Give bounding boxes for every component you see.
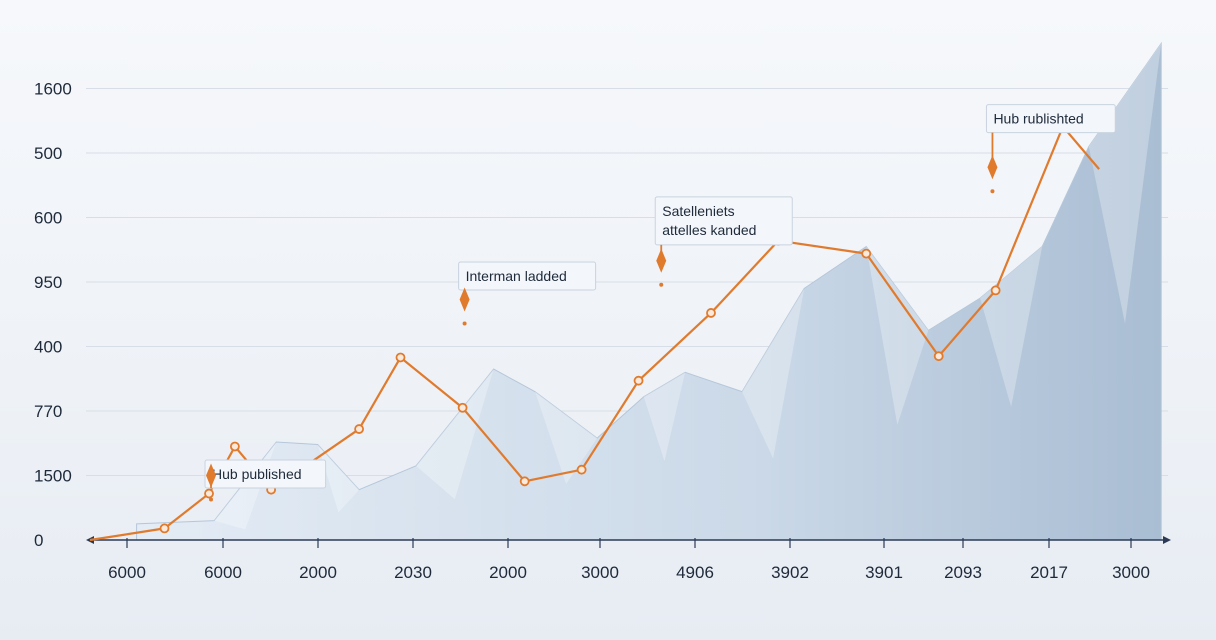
data-point: [706, 308, 716, 318]
terrain-facet: [1088, 43, 1162, 324]
terrain-facet: [416, 369, 494, 500]
terrain-area-layer: [136, 41, 1162, 541]
series-layer: [89, 121, 1100, 542]
annotation-marker: [987, 155, 998, 180]
x-tick-label: 6000: [204, 563, 242, 582]
annotations: Hub published Interman ladded Satelleniets…: [204, 104, 1116, 502]
annotation-text: Hub rublishted: [993, 111, 1083, 127]
terrain-facet: [866, 246, 929, 425]
x-tick-label: 3901: [865, 563, 903, 582]
x-tick-label: 3902: [771, 563, 809, 582]
data-point: [990, 285, 1001, 296]
annotation-text: attelles kanded: [662, 222, 756, 238]
data-point: [457, 402, 468, 413]
terrain-facet: [535, 391, 598, 484]
y-tick-label: 770: [34, 402, 62, 421]
annotation: Hub published: [204, 459, 327, 502]
x-tick-label: 6000: [108, 563, 146, 582]
annotation-dot: [209, 497, 214, 502]
annotation: Interman ladded: [458, 261, 597, 326]
x-tick-label: 2030: [394, 563, 432, 582]
annotation-marker: [656, 248, 667, 273]
y-tick-label: 600: [34, 209, 62, 228]
annotation: Hub rublishted: [985, 104, 1116, 194]
y-tick-label: 500: [34, 144, 62, 163]
terrain-facet: [643, 372, 686, 462]
annotation-box: [458, 261, 597, 291]
terrain-facet: [742, 288, 805, 459]
data-point: [204, 488, 214, 499]
annotation-box: [985, 104, 1116, 134]
y-tick-label: 950: [34, 273, 62, 292]
x-tick-label: 2000: [299, 563, 337, 582]
y-axis-ticks: 1600 500 600 950 400 770 1500 0: [34, 80, 72, 551]
terrain-facet: [317, 444, 360, 513]
x-axis-ticks: 6000 6000 2000 2030 2000 3000 4906 3902 3901 2093…: [108, 538, 1150, 582]
annotation: Satelleniets attelles kanded: [654, 196, 793, 287]
x-tick-label: 3000: [1112, 563, 1150, 582]
x-tick-label: 2017: [1030, 563, 1068, 582]
data-point: [229, 441, 240, 452]
x-tick-label: 4906: [676, 563, 714, 582]
x-tick-label: 2093: [944, 563, 982, 582]
x-axis-right-arrow: [1163, 536, 1171, 544]
annotation-box: [654, 196, 793, 246]
data-point: [395, 352, 406, 363]
data-point: [159, 523, 170, 534]
annotation-marker: [206, 463, 217, 488]
annotation-dot: [990, 189, 995, 194]
annotation-text: Hub published: [212, 466, 302, 482]
terrain-area: [136, 41, 1162, 541]
data-point: [933, 351, 944, 362]
data-point: [519, 476, 530, 487]
annotation-text: Interman ladded: [466, 268, 567, 284]
data-point: [633, 375, 644, 386]
annotation-dot: [659, 282, 664, 287]
y-tick-label: 0: [34, 531, 43, 550]
annotation-text: Satelleniets: [662, 203, 734, 219]
annotation-box: [204, 459, 327, 489]
y-tick-label: 400: [34, 338, 62, 357]
x-tick-label: 2000: [489, 563, 527, 582]
y-tick-label: 1600: [34, 80, 72, 99]
x-tick-label: 3000: [581, 563, 619, 582]
annotation-marker: [459, 287, 470, 312]
y-tick-label: 1500: [34, 467, 72, 486]
annotation-dot: [462, 321, 467, 326]
data-point: [576, 464, 587, 475]
data-point: [354, 424, 365, 434]
series-line: [89, 125, 1100, 542]
data-point: [861, 248, 872, 259]
